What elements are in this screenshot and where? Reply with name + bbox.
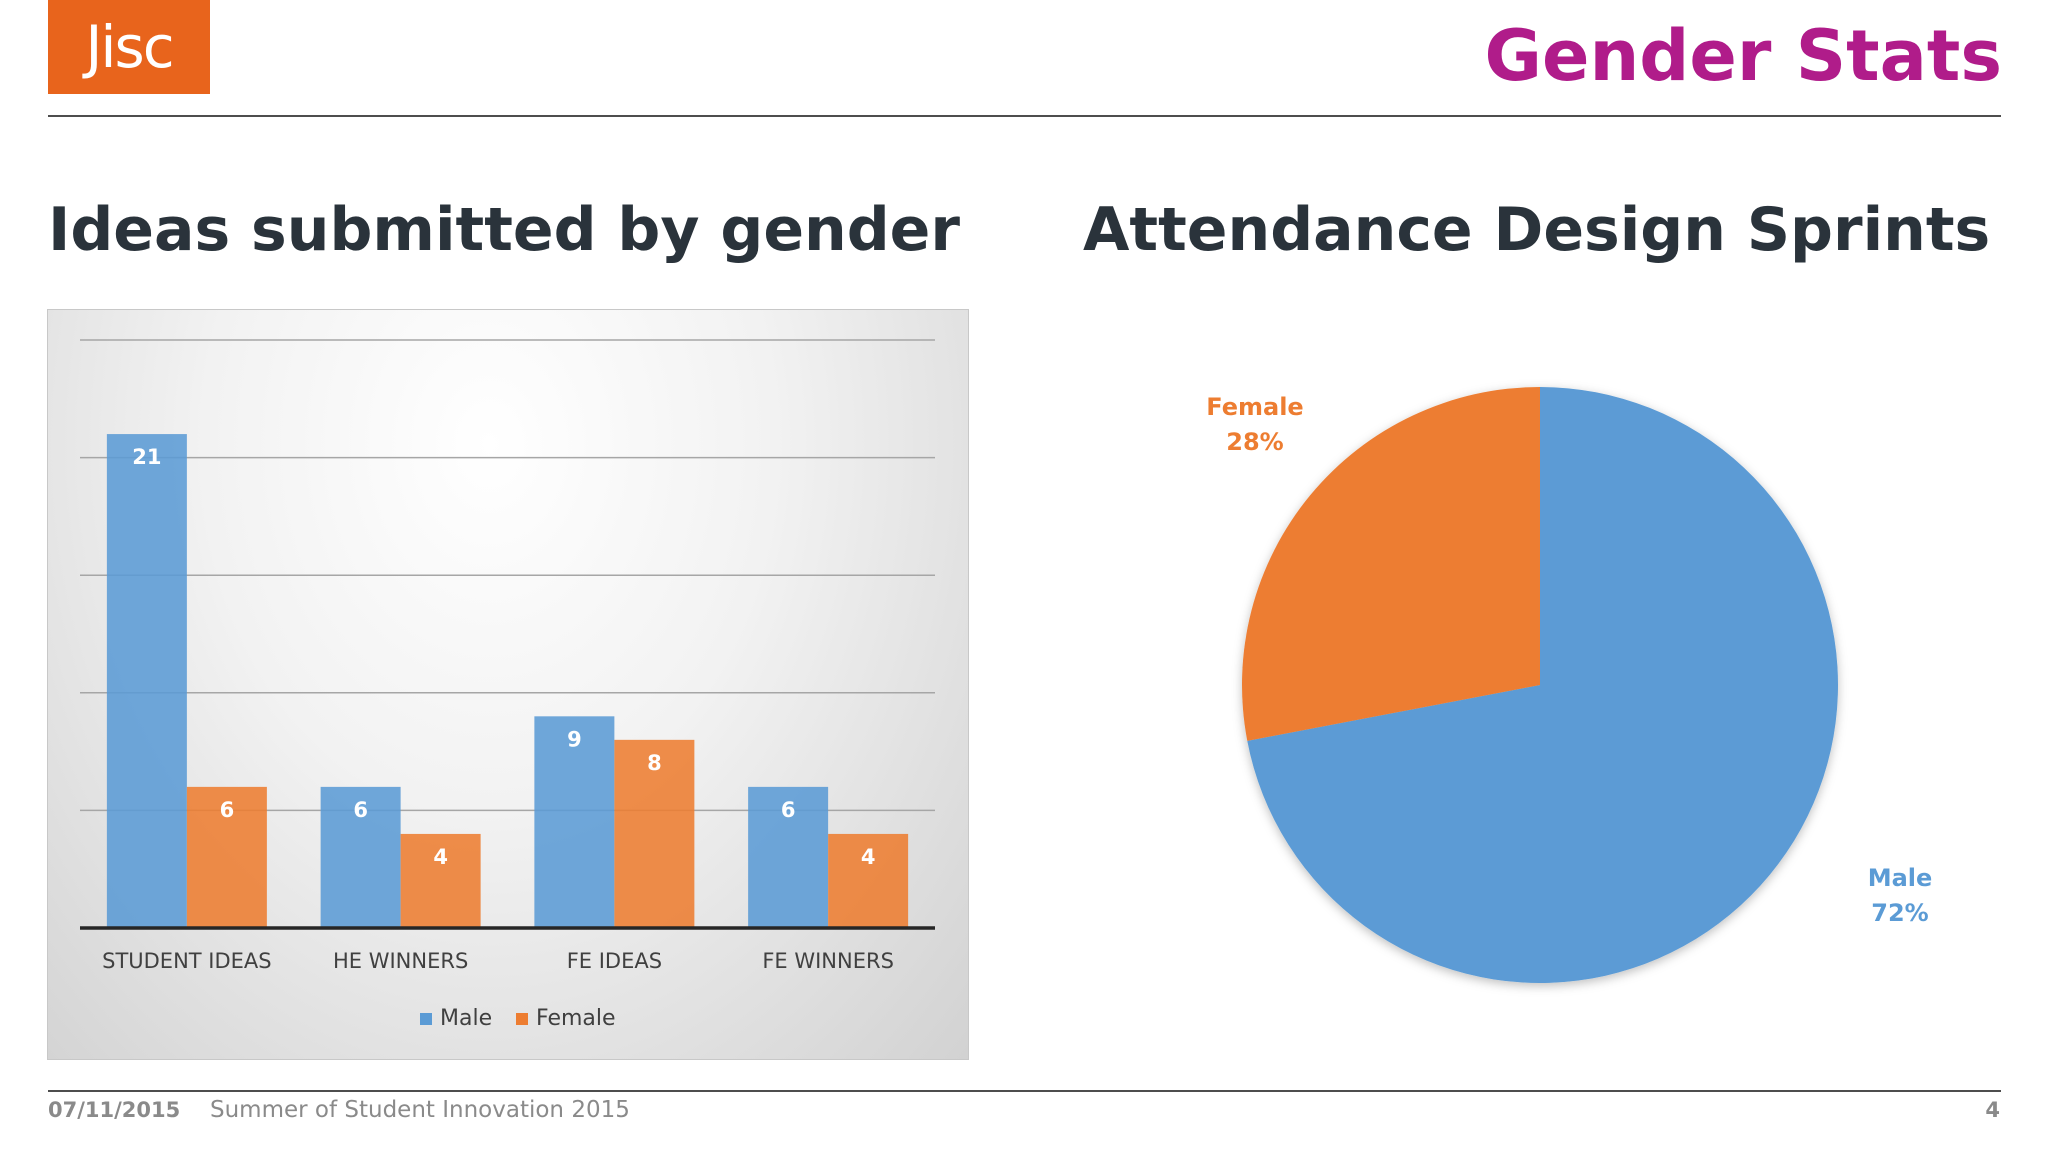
data-label-male-student-ideas: 21 [132,445,161,469]
header-divider [48,115,2001,117]
page-number: 4 [1985,1098,2000,1122]
legend-label-male: Male [440,1006,492,1031]
data-label-female-fe-winners: 4 [861,845,876,869]
footer-event: Summer of Student Innovation 2015 [210,1097,630,1123]
data-label-male-fe-ideas: 9 [567,727,582,751]
bar-female-he-winners [400,833,481,928]
bar-male-student-ideas [106,434,187,928]
data-label-female-student-ideas: 6 [220,798,235,822]
legend-swatch-male [420,1013,432,1025]
category-label-fe-ideas: FE IDEAS [567,949,662,973]
bar-male-fe-winners [748,786,829,928]
bar-male-he-winners [320,786,401,928]
category-label-fe-winners: FE WINNERS [762,949,894,973]
category-label-he-winners: HE WINNERS [333,949,468,973]
pie-label-name-male: Male [1868,864,1933,892]
pie-chart-area: Male 72% Female 28% [1090,330,1990,1030]
legend-swatch-female [516,1013,528,1025]
data-label-female-fe-ideas: 8 [647,751,662,775]
bar-chart: 21 6 STUDENT IDEAS 6 4 HE WINNERS 9 8 FE IDEAS 6 4… [80,339,935,1031]
pie-label-value-male: 72% [1871,899,1928,927]
pie-chart-title: Attendance Design Sprints [1083,195,1991,265]
pie-chart: Male 72% Female 28% [1206,387,1933,983]
pie-label-value-female: 28% [1226,428,1283,456]
pie-slice-male [1247,387,1838,983]
category-label-student-ideas: STUDENT IDEAS [102,949,272,973]
pie-slices [1242,387,1838,983]
data-label-female-he-winners: 4 [433,845,448,869]
bar-chart-panel: 21 6 STUDENT IDEAS 6 4 HE WINNERS 9 8 FE IDEAS 6 4… [47,309,969,1060]
bar-female-fe-ideas [614,739,695,928]
bar-chart-title: Ideas submitted by gender [48,195,960,265]
pie-label-name-female: Female [1206,393,1303,421]
bar-female-student-ideas [186,786,267,928]
data-label-male-fe-winners: 6 [781,798,796,822]
jisc-logo: Jisc [48,0,210,94]
bar-male-fe-ideas [534,716,615,928]
bar-female-fe-winners [828,833,909,928]
legend-label-female: Female [536,1006,616,1031]
logo-text: Jisc [85,13,174,81]
footer-divider [48,1090,2001,1092]
pie-slice-female [1242,387,1540,741]
data-label-male-he-winners: 6 [353,798,368,822]
footer-date: 07/11/2015 [48,1098,181,1122]
slide-title: Gender Stats [1484,15,2002,97]
